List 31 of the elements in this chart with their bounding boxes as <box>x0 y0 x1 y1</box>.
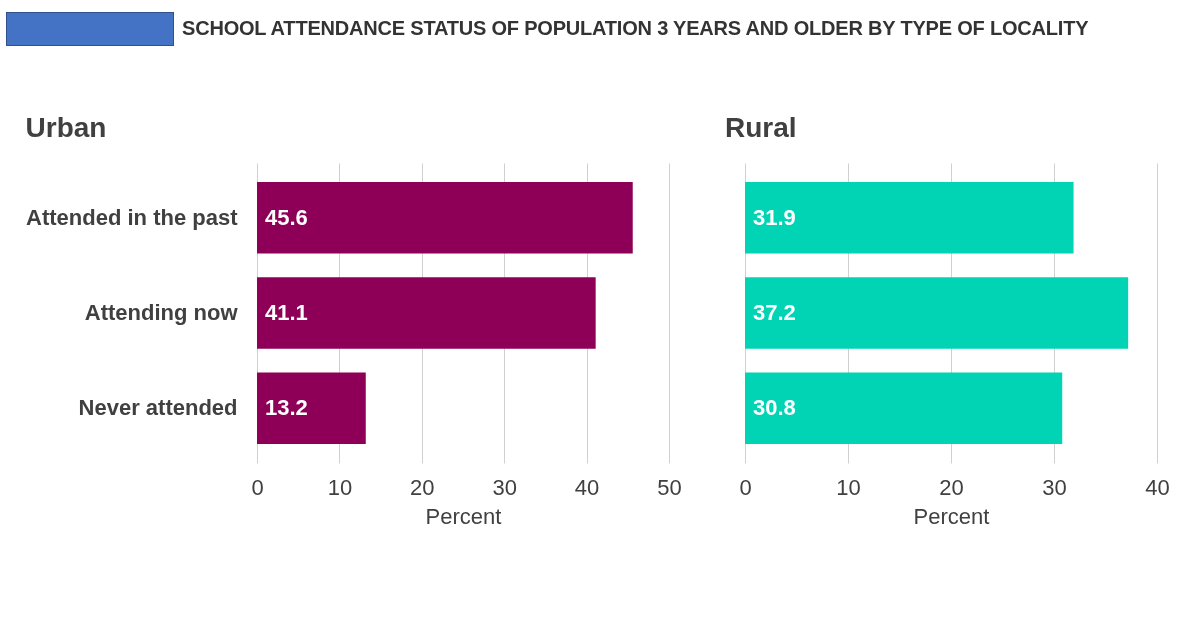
bar <box>257 277 596 349</box>
y-tick-label: Attending now <box>84 300 239 325</box>
x-tick-label: 20 <box>410 474 435 500</box>
chart-subtitle: Urban <box>25 112 107 143</box>
x-axis-title: Percent <box>913 503 990 529</box>
chart-subtitle: Rural <box>725 112 797 143</box>
data-label: 37.2 <box>753 300 796 325</box>
bar <box>257 182 633 254</box>
x-tick-label: 50 <box>657 474 682 500</box>
x-tick-label: 40 <box>1145 474 1170 500</box>
bar <box>745 372 1063 444</box>
data-label: 45.6 <box>265 204 308 230</box>
x-tick-label: 30 <box>1042 474 1067 500</box>
x-axis-title: Percent <box>425 503 502 529</box>
x-tick-label: 10 <box>836 474 861 500</box>
x-tick-label: 10 <box>327 474 353 500</box>
bar <box>745 182 1074 254</box>
x-tick-label: 0 <box>739 474 752 500</box>
y-tick-label: Attended in the past <box>26 204 239 230</box>
data-label: 41.1 <box>265 300 308 325</box>
x-tick-label: 20 <box>939 474 964 500</box>
bar <box>257 372 366 444</box>
x-tick-label: 40 <box>574 474 600 500</box>
data-label: 30.8 <box>753 395 796 421</box>
data-label: 13.2 <box>265 395 308 421</box>
x-tick-label: 30 <box>492 474 517 500</box>
data-label: 31.9 <box>753 204 796 230</box>
bar <box>745 277 1129 349</box>
chart-title: SCHOOL ATTENDANCE STATUS OF POPULATION 3 YEARS AND OLDER BY TYPE OF LOCALITY <box>182 17 1089 40</box>
y-tick-label: Never attended <box>78 395 238 421</box>
x-tick-label: 0 <box>251 474 264 500</box>
